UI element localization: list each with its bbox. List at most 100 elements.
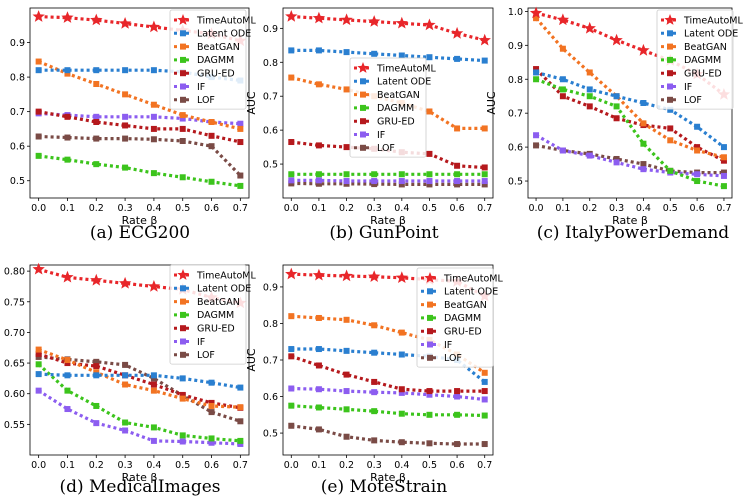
data-point: [586, 152, 593, 159]
data-point: [613, 103, 620, 110]
data-point: [481, 412, 488, 419]
legend-label: BeatGAN: [444, 300, 487, 311]
series-latent-ode: [288, 47, 488, 64]
chart-caption: (b) GunPoint: [329, 223, 438, 243]
data-point: [694, 144, 701, 151]
x-tick-label: 0.0: [284, 460, 299, 471]
y-tick-label: 0.70: [4, 328, 25, 339]
legend-marker: [180, 325, 186, 332]
data-point: [454, 441, 461, 448]
y-tick-label: 0.9: [508, 41, 523, 52]
series-line: [291, 178, 485, 183]
legend-label: DAGMM: [377, 103, 414, 114]
legend-label: LOF: [377, 143, 395, 154]
legend-label: DAGMM: [197, 55, 234, 66]
data-point: [32, 262, 45, 275]
data-point: [613, 159, 620, 166]
data-point: [395, 16, 408, 29]
data-point: [237, 418, 244, 425]
legend-marker: [180, 43, 186, 50]
y-tick-label: 0.75: [4, 297, 25, 308]
data-point: [694, 123, 701, 130]
y-axis-label: AUC: [245, 91, 258, 115]
legend-marker: [667, 96, 673, 103]
data-point: [454, 178, 461, 185]
legend-marker: [360, 144, 366, 151]
legend-label: LOF: [444, 353, 462, 364]
series-line: [37, 363, 241, 443]
data-point: [122, 361, 129, 368]
data-point: [559, 76, 566, 83]
data-point: [426, 171, 433, 178]
data-point: [118, 17, 132, 29]
data-point: [61, 11, 74, 23]
y-tick-label: 0.5: [10, 176, 25, 187]
data-point: [340, 269, 353, 282]
data-point: [315, 362, 322, 369]
y-tick-label: 0.8: [508, 75, 523, 86]
data-point: [613, 93, 620, 100]
legend-marker: [360, 91, 366, 98]
legend-marker: [424, 272, 436, 283]
series-if: [533, 132, 727, 179]
legend-label: TimeAutoML: [376, 63, 437, 74]
data-point: [122, 67, 129, 74]
series-line: [38, 372, 241, 390]
data-point: [586, 93, 593, 100]
data-point: [371, 50, 378, 57]
data-point: [93, 372, 100, 379]
data-point: [398, 386, 405, 393]
data-point: [288, 385, 295, 392]
data-point: [179, 395, 186, 402]
legend-marker: [667, 43, 673, 50]
data-point: [343, 433, 350, 440]
x-tick-label: 0.2: [89, 460, 104, 471]
series-line: [534, 67, 725, 163]
legend-marker: [360, 118, 366, 125]
series-latent-ode: [533, 69, 727, 151]
data-point: [122, 427, 129, 434]
data-point: [368, 270, 381, 282]
series-line: [291, 48, 485, 63]
data-point: [93, 119, 100, 125]
x-tick-label: 0.7: [477, 203, 492, 214]
data-point: [93, 135, 100, 142]
data-point: [208, 402, 215, 409]
data-point: [288, 171, 295, 178]
data-point: [398, 329, 405, 336]
data-point: [122, 91, 129, 98]
legend-marker: [360, 78, 366, 85]
series-dagmm: [288, 171, 488, 178]
legend-marker: [180, 285, 186, 292]
legend-label: TimeAutoML: [196, 270, 257, 281]
data-point: [613, 115, 620, 122]
data-point: [640, 100, 647, 106]
data-point: [150, 136, 157, 143]
legend-marker: [180, 83, 186, 90]
series-line: [291, 272, 486, 298]
data-point: [586, 86, 593, 93]
data-point: [35, 152, 42, 159]
x-tick-label: 0.1: [60, 203, 75, 214]
series-line: [534, 17, 725, 159]
y-tick-label: 0.60: [4, 389, 25, 400]
data-point: [481, 441, 488, 448]
series-timeautoml: [285, 10, 491, 46]
legend-label: Latent ODE: [197, 284, 251, 295]
data-point: [35, 371, 42, 378]
chart-c-italypowerdemand: 0.0 0.1 0.2 0.3 0.4 0.5 0.6 0.7 0.5 0.6 0.7 0.8 0.9 1…: [485, 6, 744, 243]
legend-label: IF: [444, 340, 452, 351]
chart-caption: (c) ItalyPowerDemand: [537, 223, 730, 243]
data-point: [640, 161, 647, 168]
x-tick-label: 0.1: [60, 460, 75, 471]
data-point: [720, 172, 727, 179]
data-point: [398, 410, 405, 417]
data-point: [454, 411, 461, 418]
series-line: [291, 181, 485, 186]
chart-a-ecg200: 0.0 0.1 0.2 0.3 0.4 0.5 0.6 0.7 0.5 0.6 0.7 0.8 0.9 R…: [10, 7, 257, 243]
plot-frame: [29, 264, 250, 456]
data-point: [237, 437, 244, 444]
data-point: [640, 120, 647, 127]
legend-label: IF: [377, 130, 385, 141]
